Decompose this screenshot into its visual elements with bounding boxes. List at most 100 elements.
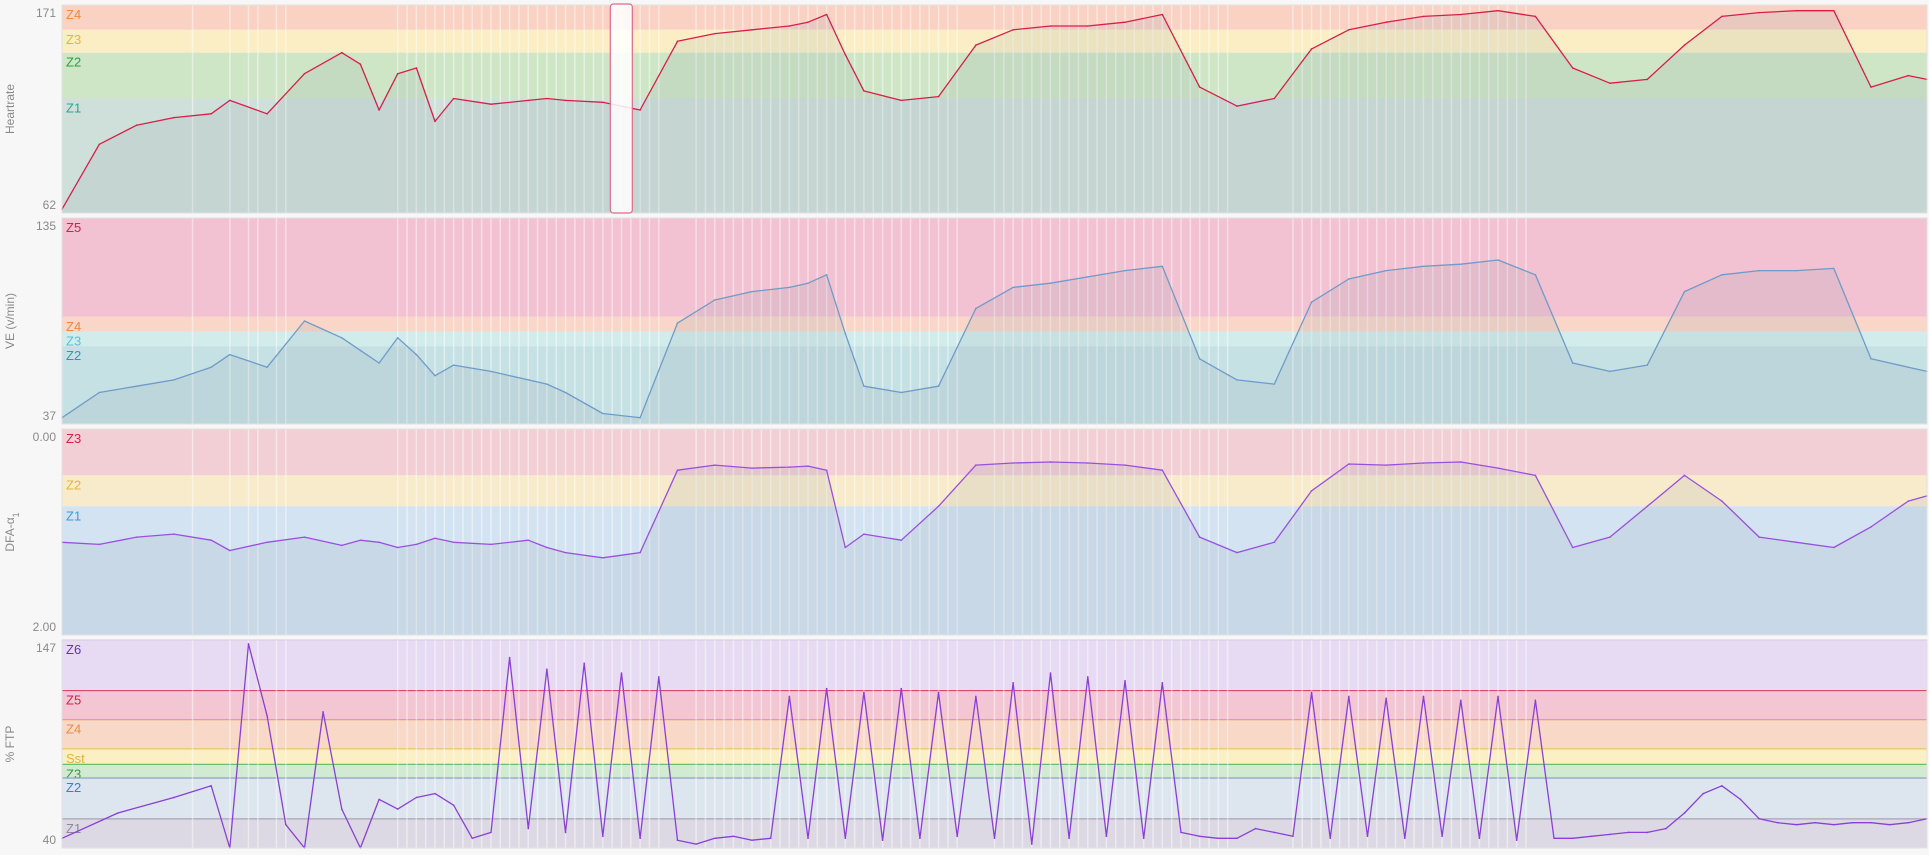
data-point (452, 97, 455, 100)
selection-highlight[interactable] (609, 3, 633, 214)
data-point (825, 687, 828, 690)
data-point (340, 808, 343, 810)
data-point (247, 643, 250, 645)
data-point (1627, 831, 1630, 834)
data-point (396, 337, 399, 339)
data-point (1273, 97, 1276, 100)
y-tick-label-bottom: 37 (43, 409, 57, 423)
data-point (1609, 82, 1611, 85)
data-point (285, 823, 287, 826)
data-point (266, 112, 268, 115)
data-point (1609, 833, 1611, 836)
data-point (1273, 541, 1276, 544)
data-point (1049, 461, 1052, 463)
data-point (396, 72, 399, 75)
data-point (490, 543, 492, 546)
zone-band-z1 (62, 98, 1927, 213)
data-point (1534, 699, 1537, 702)
data-point (340, 337, 343, 339)
data-point (1161, 265, 1164, 268)
data-point (527, 379, 530, 381)
data-point (602, 556, 604, 559)
data-point (1031, 843, 1033, 845)
data-point (937, 691, 940, 694)
data-point (1236, 379, 1238, 381)
data-point (1348, 29, 1350, 31)
data-point (1721, 500, 1723, 502)
data-point (1198, 86, 1201, 88)
data-point (340, 544, 343, 547)
data-point (1814, 821, 1816, 824)
data-point (713, 837, 716, 840)
zone-band-z3 (62, 29, 1927, 53)
data-point (1534, 273, 1537, 276)
data-point (713, 464, 716, 466)
data-point (807, 282, 809, 284)
data-point (135, 536, 138, 538)
zone-band-z3 (62, 764, 1927, 779)
data-point (98, 543, 101, 546)
data-point (415, 353, 418, 356)
data-point (1049, 672, 1052, 674)
data-point (564, 551, 567, 554)
data-point (937, 505, 940, 508)
data-point (1665, 827, 1667, 830)
data-point (1702, 792, 1704, 795)
panel-frame (61, 639, 1928, 849)
data-point (975, 695, 977, 698)
data-point (1348, 278, 1350, 280)
data-point (415, 67, 418, 69)
zone-label: Sst (66, 751, 85, 766)
data-point (434, 537, 436, 539)
zone-band-z4 (62, 316, 1927, 332)
data-point (1198, 536, 1201, 538)
data-point (173, 796, 175, 799)
data-point (1683, 44, 1686, 46)
series-line (61, 643, 1928, 849)
data-point (1086, 676, 1089, 678)
data-point (452, 804, 455, 807)
data-point (900, 539, 903, 542)
data-point (1832, 9, 1835, 12)
data-point (807, 837, 809, 840)
data-point (825, 13, 828, 16)
data-point (844, 53, 847, 56)
y-tick-label-top: 147 (36, 641, 56, 655)
data-point (490, 831, 492, 834)
zone-label: Z5 (66, 220, 81, 235)
data-point (527, 539, 530, 542)
data-point (956, 835, 958, 838)
data-point (1385, 269, 1387, 272)
data-point (1497, 695, 1499, 698)
data-point (1385, 21, 1387, 23)
data-point (1348, 463, 1350, 465)
data-point (546, 383, 548, 385)
zone-label: Z3 (66, 431, 81, 446)
data-point (788, 695, 791, 698)
data-point (415, 796, 418, 799)
data-point (527, 827, 530, 830)
data-point (1068, 837, 1070, 840)
data-point (1721, 784, 1723, 787)
data-point (1571, 837, 1574, 840)
data-point (452, 364, 455, 366)
data-point (1795, 823, 1798, 826)
zone-band-z3 (62, 331, 1927, 347)
data-point (266, 541, 268, 544)
data-point (1292, 835, 1294, 838)
y-axis-label: DFA-α1 (3, 512, 21, 551)
data-point (98, 391, 101, 394)
data-point (1310, 48, 1313, 50)
zone-band-z6 (62, 640, 1927, 691)
data-point (900, 687, 903, 690)
zone-label: Z2 (66, 477, 81, 492)
data-point (1870, 358, 1872, 360)
data-point (713, 32, 716, 35)
data-point (1851, 821, 1854, 824)
zone-band-z2 (62, 475, 1927, 507)
data-point (676, 469, 679, 472)
data-point (751, 29, 753, 31)
data-point (1366, 835, 1369, 838)
